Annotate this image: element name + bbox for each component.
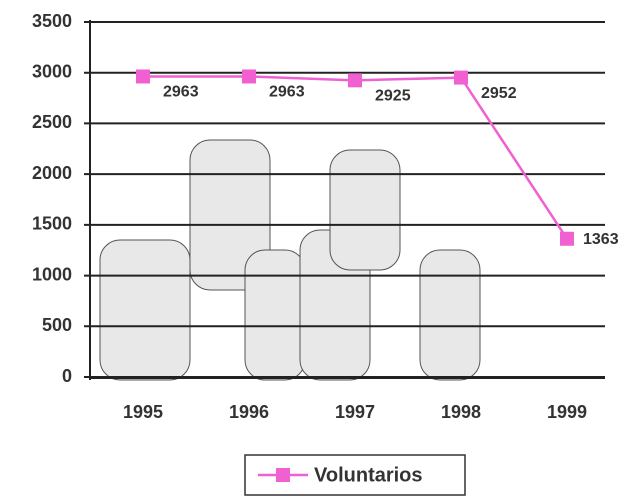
y-tick-label: 2000 bbox=[32, 163, 72, 183]
data-label: 1363 bbox=[583, 231, 619, 248]
point bbox=[136, 69, 150, 83]
y-tick-label: 3500 bbox=[32, 11, 72, 31]
data-label: 2963 bbox=[163, 84, 199, 101]
x-tick-label: 1996 bbox=[229, 402, 269, 422]
x-tick-label: 1998 bbox=[441, 402, 481, 422]
data-label: 2963 bbox=[269, 84, 305, 101]
data-label: 2952 bbox=[481, 85, 517, 102]
chart: 0 500 1000 1500 2000 2500 3000 3500 1995 1996 1997… bbox=[0, 0, 641, 501]
y-tick-label: 2500 bbox=[32, 112, 72, 132]
figure bbox=[245, 250, 305, 380]
legend-label: Voluntarios bbox=[314, 464, 423, 486]
legend-marker bbox=[276, 468, 290, 482]
data-label: 2925 bbox=[375, 88, 411, 105]
point bbox=[454, 71, 468, 85]
x-tick-label: 1995 bbox=[123, 402, 163, 422]
clip-art bbox=[100, 140, 480, 380]
point bbox=[560, 232, 574, 246]
page: 0 500 1000 1500 2000 2500 3000 3500 1995 1996 1997… bbox=[0, 0, 641, 501]
x-tick-label: 1997 bbox=[335, 402, 375, 422]
y-tick-label: 0 bbox=[62, 366, 72, 386]
y-tick-label: 500 bbox=[42, 315, 72, 335]
point bbox=[242, 69, 256, 83]
y-tick-label: 1000 bbox=[32, 264, 72, 284]
y-tick-label: 3000 bbox=[32, 61, 72, 81]
y-tick-label: 1500 bbox=[32, 214, 72, 234]
x-tick-label: 1999 bbox=[547, 402, 587, 422]
point bbox=[348, 73, 362, 87]
figure bbox=[100, 240, 190, 380]
figure bbox=[330, 150, 400, 270]
figure bbox=[420, 250, 480, 380]
